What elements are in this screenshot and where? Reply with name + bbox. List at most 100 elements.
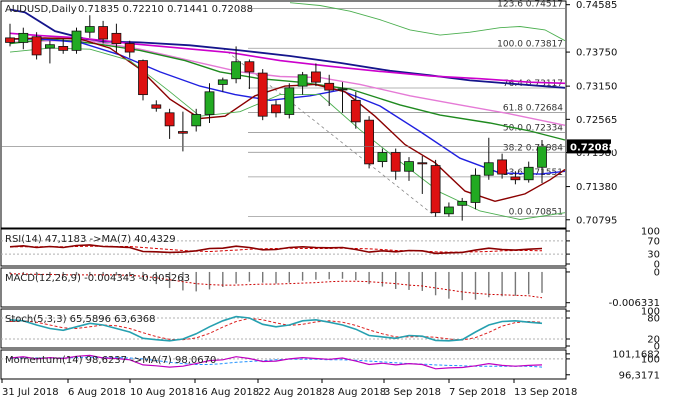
candle-body: [537, 145, 547, 168]
candle-body: [244, 61, 255, 73]
candle-body: [111, 32, 122, 44]
indicator-tick-label: 100: [641, 307, 660, 318]
candle-body: [430, 165, 441, 214]
ma-green: [9, 38, 566, 141]
candle-body: [324, 82, 335, 91]
candle-body: [217, 79, 228, 85]
fib-level-label: 38.2 0.71984: [503, 143, 563, 153]
candle-body: [443, 206, 454, 215]
candle-body: [470, 174, 481, 203]
ma-pink: [9, 40, 566, 126]
candle-body: [364, 119, 375, 165]
candlesticks: [5, 15, 547, 221]
stoch-d-line: [9, 317, 543, 341]
fib-level-label: 100.0 0.73817: [497, 39, 563, 49]
price-panel: 123.6 0.74517 100.0 0.73817 76.4 0.73117 61…: [0, 0, 567, 229]
candle-body: [18, 32, 29, 43]
indicator-tick-label: 0: [654, 260, 660, 271]
candle-body: [124, 43, 135, 53]
candle-body: [31, 36, 42, 56]
candle-body: [58, 46, 69, 51]
price-tick-label: 0.71380: [576, 182, 617, 193]
ohlc-values: 0.71835 0.72210 0.71441 0.72088: [78, 4, 253, 15]
indicator-tick-label: 96,3171: [619, 370, 660, 381]
date-axis: 31 Jul 2018 6 Aug 2018 10 Aug 2018 16 Aug 2…: [1, 379, 577, 398]
candle-body: [457, 200, 468, 206]
last-price-box: [567, 139, 611, 154]
candle-body: [390, 152, 401, 172]
momentum-line: [9, 354, 543, 370]
date-label: 7 Sep 2018: [449, 387, 506, 398]
momentum-panel: Momentum(14) 98,6237 ->MA(7) 98,0670 101,…: [0, 349, 660, 381]
candle-body: [177, 131, 188, 134]
indicator-tick-label: 20: [647, 335, 660, 346]
momentum-ma-line: [9, 356, 543, 368]
date-label: 16 Aug 2018: [195, 387, 259, 398]
candle-body: [483, 162, 494, 176]
rsi-ma-line: [10, 245, 543, 253]
date-label: 10 Aug 2018: [130, 387, 194, 398]
ma-thin-green-upper: [289, 2, 566, 42]
fib-level-label: 61.8 0.72684: [503, 104, 563, 114]
candle-body: [310, 71, 321, 83]
indicator-tick-label: -0.006331: [609, 298, 660, 309]
candle-body: [377, 152, 388, 163]
indicator-tick-label: 80: [647, 314, 660, 325]
date-label: 3 Sep 2018: [384, 387, 441, 398]
candle-body: [404, 161, 414, 172]
fib-level-label: 0.0 0.70851: [509, 208, 563, 218]
date-label: 28 Aug 2018: [322, 387, 386, 398]
last-price-label: 0.72088: [570, 142, 616, 153]
candle-body: [350, 99, 361, 123]
indicator-tick-label: 100: [641, 227, 660, 238]
candle-body: [151, 104, 162, 109]
indicator-tick-label: 30: [647, 250, 660, 261]
indicator-tick-label: 100: [641, 354, 660, 365]
candle-body: [204, 91, 215, 115]
price-tick-label: 0.73150: [576, 82, 617, 93]
chart-title: AUDUSD,Daily: [5, 4, 77, 15]
fib-level-label: 123.6 0.74517: [497, 0, 563, 10]
candle-body: [5, 37, 15, 43]
candle-body: [84, 26, 95, 33]
rsi-label: RSI(14) 47,1183 ->MA(7) 40,4329: [5, 234, 176, 245]
stoch-k-line: [9, 315, 543, 342]
candle-body: [510, 176, 521, 181]
candle-body: [138, 60, 148, 96]
candle-body: [523, 166, 534, 181]
candle-body: [417, 162, 428, 165]
rsi-line: [9, 244, 543, 255]
candle-body: [497, 159, 508, 175]
indicator-tick-label: 0: [654, 267, 660, 278]
macd-signal-line: [10, 273, 543, 299]
price-tick-label: 0.74585: [576, 0, 617, 11]
candle-body: [45, 44, 55, 49]
fib-level-label: 50.0 0.72334: [503, 123, 563, 133]
candle-body: [257, 72, 268, 117]
candle-body: [191, 114, 202, 127]
price-tick-label: 0.70795: [576, 215, 617, 226]
candle-body: [98, 26, 108, 40]
price-axis: 0.74585 0.73750 0.73150 0.72565 0.71980 0.713…: [1, 0, 617, 226]
macd-label: MACD(12,26,9) -0.004343 -0.005263: [5, 273, 190, 284]
date-label: 31 Jul 2018: [2, 387, 59, 398]
momentum-label: Momentum(14) 98,6237 ->MA(7) 98,0670: [5, 355, 216, 366]
stoch-label: Stoch(5,3,3) 65,5896 63,6368: [5, 314, 156, 325]
candle-body: [71, 30, 82, 51]
fib-level-label: 76.4 0.73117: [503, 79, 563, 89]
date-label: 22 Aug 2018: [258, 387, 322, 398]
date-label: 13 Sep 2018: [514, 387, 577, 398]
indicator-tick-label: 70: [647, 236, 660, 247]
macd-panel: MACD(12,26,9) -0.004343 -0.005263 0 -0.006…: [0, 267, 660, 309]
candle-body: [284, 87, 295, 115]
price-tick-label: 0.71980: [576, 148, 617, 159]
candle-body: [164, 112, 175, 127]
candle-body: [337, 88, 348, 91]
ma-navy: [9, 8, 566, 89]
date-label: 6 Aug 2018: [68, 387, 126, 398]
price-tick-label: 0.73750: [576, 48, 617, 59]
indicator-tick-label: 0: [654, 342, 660, 353]
